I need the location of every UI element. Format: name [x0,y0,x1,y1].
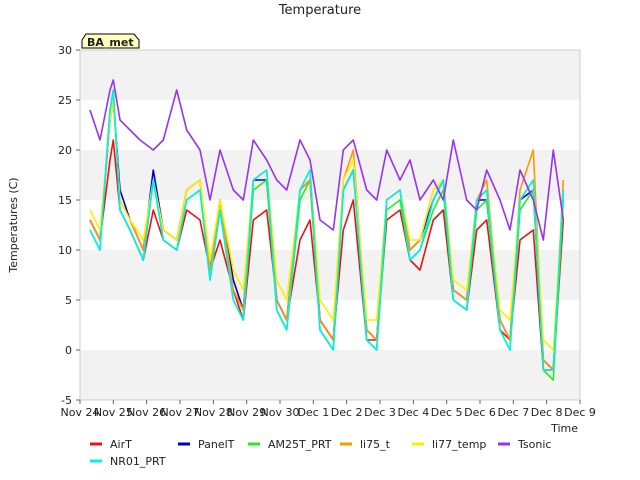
legend-item: Tsonic [498,438,551,451]
x-tick-label: Nov 29 [227,406,266,419]
series-line-tsonic [89,79,565,241]
legend-item: li77_temp [412,438,486,451]
x-tick-label: Nov 24 [61,406,100,419]
y-tick-label: -5 [61,394,72,407]
x-tick-label: Nov 25 [94,406,133,419]
y-tick-label: 15 [58,194,72,207]
y-tick-label: 0 [65,344,72,357]
x-tick-label: Dec 8 [531,406,563,419]
x-tick-label: Dec 7 [497,406,529,419]
y-tick-label: 25 [58,94,72,107]
legend-label: Tsonic [517,438,551,451]
plot-band [80,200,580,250]
x-tick-label: Dec 9 [564,406,596,419]
legend-item: NR01_PRT [90,455,166,468]
x-tick-label: Dec 1 [297,406,329,419]
legend-item: AirT [90,438,132,451]
plot-band [80,350,580,400]
legend-item: AM25T_PRT [248,438,332,451]
x-tick-label: Nov 26 [127,406,166,419]
x-tick-label: Nov 28 [194,406,233,419]
plot-band [80,100,580,150]
legend-label: NR01_PRT [110,455,166,468]
y-axis-label: Temperatures (C) [7,177,20,273]
plot-band [80,250,580,300]
y-axis: -5 0 5 10 15 20 25 30 [58,44,80,407]
legend-label: li77_temp [432,438,486,451]
x-axis-label: Time [550,422,578,435]
site-label: BA_met [87,36,134,49]
legend-label: PanelT [198,438,235,451]
legend-label: AM25T_PRT [268,438,332,451]
plot-background [80,50,580,400]
legend-item: PanelT [178,438,235,451]
x-tick-label: Nov 30 [261,406,300,419]
x-tick-label: Dec 4 [397,406,429,419]
series-line-nr01-prt [89,89,565,371]
series-lines [89,79,565,381]
x-tick-label: Dec 2 [331,406,363,419]
x-tick-label: Nov 27 [161,406,200,419]
legend-label: li75_t [360,438,391,451]
x-tick-label: Dec 6 [464,406,496,419]
y-tick-label: 5 [65,294,72,307]
y-tick-label: 10 [58,244,72,257]
y-tick-label: 30 [58,44,72,57]
legend-label: AirT [110,438,132,451]
legend: AirT PanelT AM25T_PRT li75_t li77_temp Tsonic… [90,438,551,468]
y-tick-label: 20 [58,144,72,157]
x-tick-label: Dec 5 [431,406,463,419]
site-label-box: BA_met [81,33,140,49]
plot-band [80,300,580,350]
legend-item: li75_t [340,438,391,451]
x-tick-label: Dec 3 [364,406,396,419]
plot-band [80,50,580,100]
chart-title: Temperature [278,3,361,18]
plot-frame [79,49,581,401]
